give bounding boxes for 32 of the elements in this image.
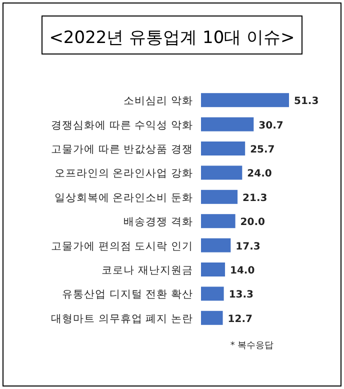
- data-label: 13.3: [228, 290, 254, 301]
- y-tick-label: 오프라인의 온라인사업 강화: [54, 168, 193, 180]
- y-tick-label: 유통산업 디지털 전환 확산: [62, 288, 193, 301]
- y-tick-label: 대형마트 의무휴업 폐지 논란: [50, 312, 193, 325]
- chart-title: <2022년 유통업계 10대 이슈>: [49, 28, 295, 48]
- bar: [201, 166, 242, 180]
- data-label: 20.0: [240, 217, 266, 228]
- y-tick-label: 소비심리 악화: [124, 95, 193, 108]
- data-label: 21.3: [242, 192, 268, 204]
- data-label: 12.7: [228, 314, 252, 325]
- bar: [201, 142, 246, 156]
- data-label: 24.0: [247, 168, 272, 180]
- bar: [201, 262, 226, 276]
- bar: [201, 214, 236, 228]
- bar: [201, 190, 238, 204]
- y-tick-label: 고물가에 따른 반값상품 경쟁: [50, 144, 193, 156]
- bar: [201, 286, 224, 301]
- y-tick-label: 배송경쟁 격화: [124, 216, 193, 228]
- data-label: 30.7: [258, 120, 284, 132]
- y-tick-label: 경쟁심화에 따른 수익성 악화: [50, 119, 193, 132]
- bar: [201, 238, 231, 252]
- text: * 복수응답: [230, 341, 274, 351]
- y-tick-label: 일상회복에 온라인소비 둔화: [54, 192, 193, 204]
- y-tick-label: 코로나 재난지원금: [102, 264, 193, 276]
- data-label: 17.3: [236, 241, 260, 252]
- data-label: 25.7: [250, 144, 275, 156]
- bar: [201, 310, 223, 325]
- y-tick-label: 고물가에 편의점 도시락 인기: [50, 240, 193, 252]
- data-label: 51.3: [294, 96, 319, 108]
- data-label: 14.0: [230, 266, 255, 276]
- bar: [201, 117, 254, 132]
- bar: [201, 93, 289, 108]
